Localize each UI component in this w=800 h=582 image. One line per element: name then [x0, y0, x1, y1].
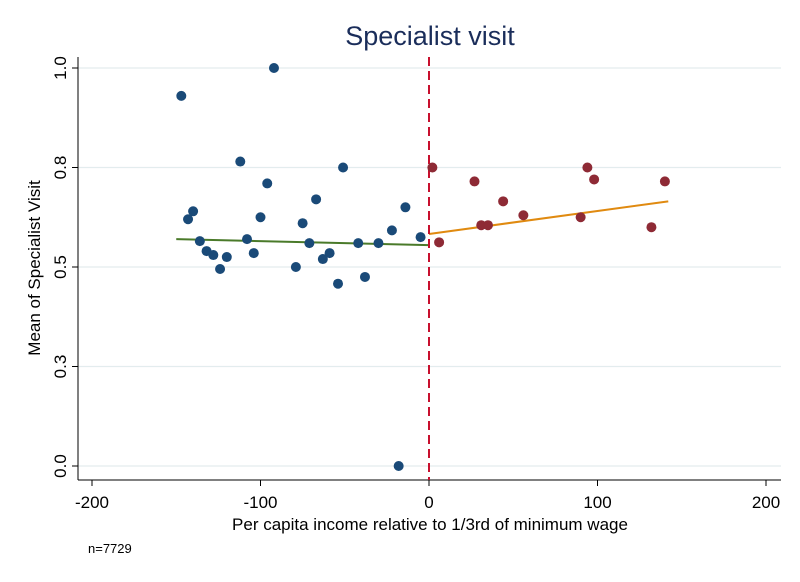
- data-point: [268, 63, 279, 73]
- data-point: [324, 248, 335, 259]
- data-point: [183, 214, 194, 225]
- data-point: [297, 218, 308, 229]
- data-point: [290, 262, 301, 272]
- y-tick-label: 0.8: [51, 156, 70, 180]
- data-point: [359, 271, 370, 282]
- data-point: [434, 237, 445, 248]
- data-point: [659, 176, 670, 187]
- data-point: [194, 236, 205, 247]
- data-points: [176, 63, 670, 471]
- fit-lines: [176, 200, 669, 247]
- data-point: [176, 90, 187, 101]
- x-axis-title: Per capita income relative to 1/3rd of m…: [232, 515, 628, 534]
- data-point: [208, 250, 219, 261]
- data-point: [582, 162, 593, 173]
- data-point: [262, 178, 273, 189]
- x-tick-label: -100: [243, 493, 277, 512]
- x-tick-label: -200: [75, 493, 109, 512]
- data-point: [188, 206, 199, 217]
- x-tick-label: 100: [583, 493, 611, 512]
- data-point: [242, 234, 253, 245]
- data-point: [400, 202, 411, 213]
- data-point: [333, 278, 344, 289]
- y-tick-label: 1.0: [51, 56, 70, 80]
- data-point: [248, 248, 259, 259]
- data-point: [589, 174, 600, 185]
- data-point: [215, 263, 226, 274]
- data-point: [221, 252, 232, 263]
- data-point: [393, 461, 404, 471]
- sample-size-note: n=7729: [88, 541, 132, 556]
- data-point: [415, 232, 426, 243]
- data-point: [386, 225, 397, 236]
- y-tick-label: 0.3: [51, 355, 70, 379]
- y-tick-label: 0.0: [51, 454, 70, 478]
- x-tick-label: 0: [424, 493, 433, 512]
- data-point: [304, 238, 315, 249]
- data-point: [646, 222, 657, 233]
- x-tick-labels: -200 -100 0 100 200: [75, 493, 780, 512]
- fit-line: [176, 238, 430, 247]
- data-point: [235, 156, 246, 167]
- data-point: [338, 162, 349, 173]
- data-point: [575, 212, 586, 223]
- data-point: [469, 176, 480, 187]
- x-tick-label: 200: [752, 493, 780, 512]
- chart-title: Specialist visit: [345, 21, 515, 51]
- data-point: [373, 238, 384, 249]
- data-point: [317, 254, 328, 265]
- fit-line: [428, 200, 669, 235]
- data-point: [427, 162, 438, 173]
- data-point: [255, 212, 266, 223]
- y-axis-title: Mean of Specialist Visit: [25, 180, 44, 356]
- y-tick-labels: 0.0 0.3 0.5 0.8 1.0: [51, 56, 70, 478]
- data-point: [353, 238, 364, 249]
- y-tick-label: 0.5: [51, 255, 70, 279]
- data-point: [498, 196, 509, 207]
- data-point: [518, 210, 529, 221]
- data-point: [311, 194, 322, 205]
- data-point: [482, 220, 493, 231]
